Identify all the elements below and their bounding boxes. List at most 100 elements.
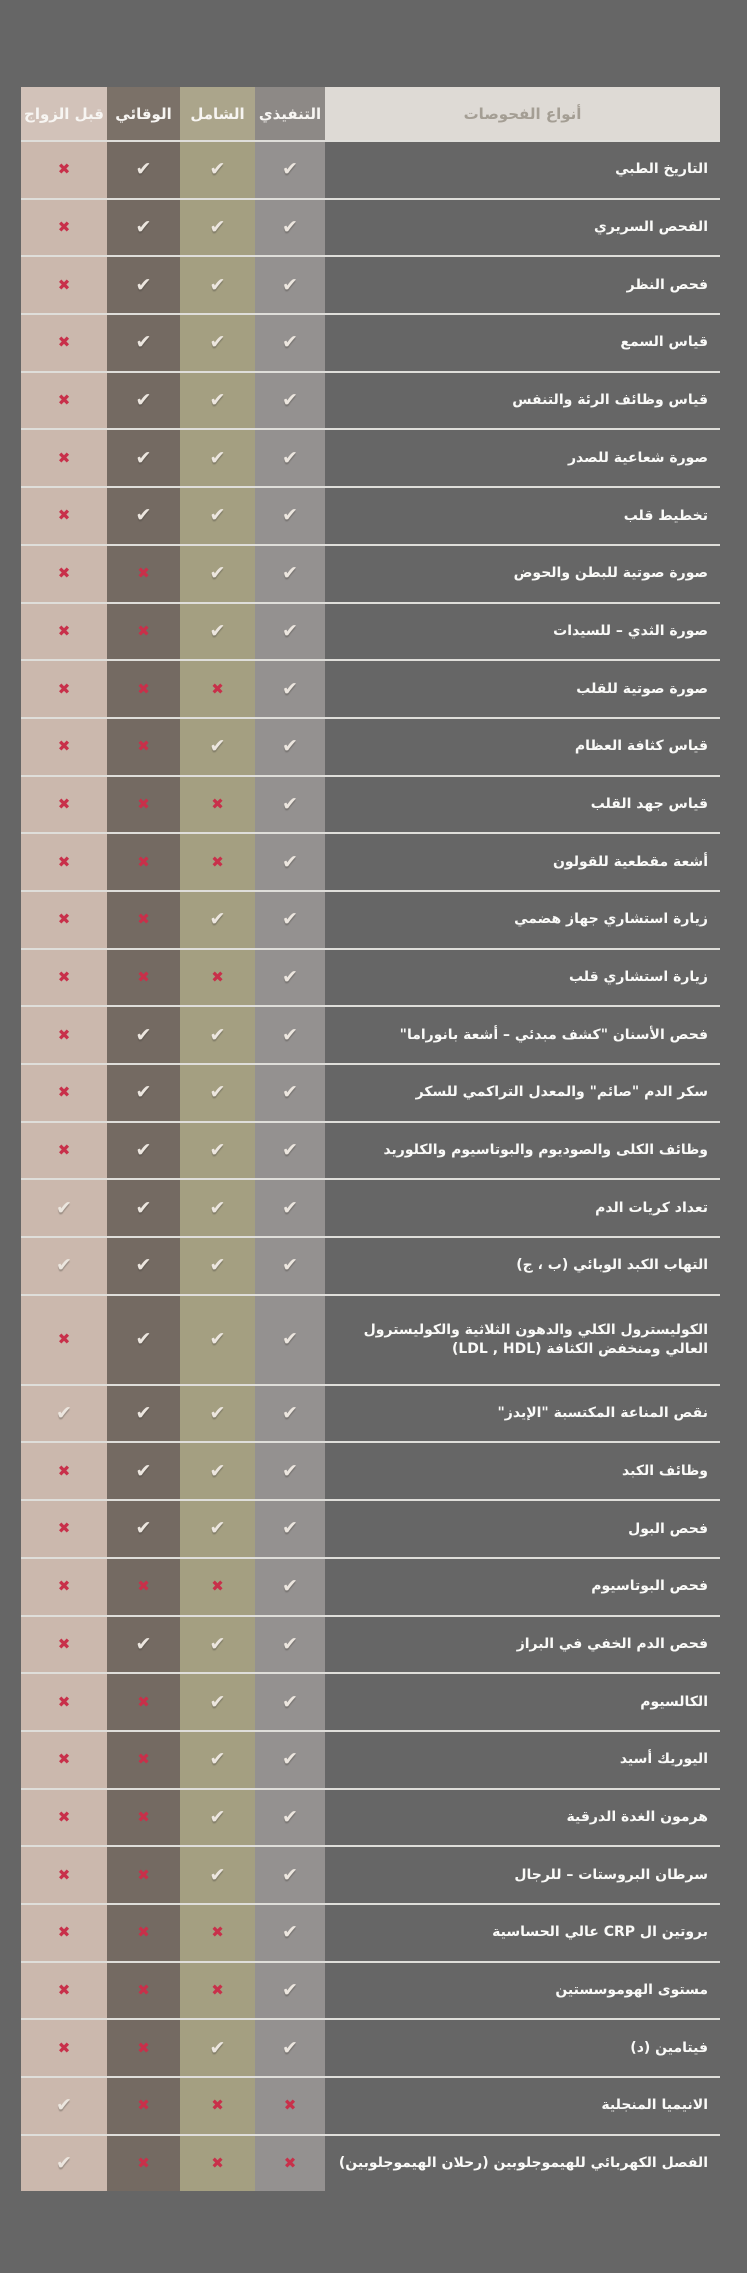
mark-cell-preventive: ✔ [107, 1443, 180, 1500]
x-icon: ✖ [57, 737, 71, 756]
x-icon: ✖ [137, 2154, 150, 2173]
check-icon: ✔ [135, 1328, 152, 1351]
x-icon: ✖ [137, 1980, 150, 1999]
mark-cell-preventive: ✖ [107, 603, 180, 660]
mark-cell-comprehensive: ✖ [180, 776, 255, 833]
mark-cell-executive: ✔ [255, 372, 325, 429]
mark-cell-pre_marriage: ✖ [21, 949, 107, 1006]
check-icon: ✔ [209, 1863, 226, 1886]
table-row: وظائف الكلى والصوديوم والبوتاسيوم والكلو… [21, 1120, 720, 1179]
mark-cell-executive: ✔ [255, 661, 325, 717]
test-name-cell: قياس وظائف الرئة والتنفس [325, 373, 720, 429]
mark-cell-comprehensive: ✔ [180, 603, 255, 660]
check-icon: ✔ [56, 1402, 72, 1425]
x-icon: ✖ [283, 2096, 297, 2115]
header-package-cell-preventive: الوقائي [107, 87, 180, 140]
check-icon: ✔ [135, 1081, 152, 1104]
check-icon: ✔ [282, 1254, 298, 1277]
test-name: صورة صوتية للقلب [576, 680, 708, 697]
check-icon: ✔ [135, 1402, 152, 1425]
mark-cell-comprehensive: ✔ [180, 2020, 255, 2076]
header-package-label: الوقائي [115, 104, 172, 123]
x-icon: ✖ [57, 333, 71, 352]
mark-cell-preventive: ✖ [107, 1962, 180, 2019]
mark-cell-comprehensive: ✔ [180, 372, 255, 429]
test-name-cell: اليوريك أسيد [325, 1732, 720, 1788]
check-icon: ✔ [209, 1748, 226, 1771]
check-icon: ✔ [209, 446, 226, 469]
mark-cell-comprehensive: ✔ [180, 257, 255, 314]
mark-cell-preventive: ✖ [107, 891, 180, 948]
x-icon: ✖ [137, 852, 150, 871]
mark-cell-executive: ✔ [255, 1238, 325, 1294]
table-row: مستوى الهوموسستين ✔ ✖ ✖ ✖ [21, 1960, 720, 2019]
check-icon: ✔ [209, 389, 226, 412]
check-icon: ✔ [209, 1805, 226, 1828]
check-icon: ✔ [135, 389, 152, 412]
mark-cell-preventive: ✖ [107, 834, 180, 890]
mark-cell-comprehensive: ✔ [180, 891, 255, 948]
check-icon: ✔ [282, 158, 298, 181]
mark-cell-comprehensive: ✖ [180, 1962, 255, 2019]
mark-cell-comprehensive: ✔ [180, 1007, 255, 1063]
mark-cell-executive: ✔ [255, 1904, 325, 1961]
x-icon: ✖ [137, 679, 150, 698]
table-row: هرمون الغدة الدرقية ✔ ✔ ✖ ✖ [21, 1787, 720, 1846]
mark-cell-pre_marriage: ✖ [21, 1558, 107, 1615]
table-row: التهاب الكبد الوبائي (ب ، ج) ✔ ✔ ✔ ✔ [21, 1236, 720, 1294]
mark-cell-comprehensive: ✔ [180, 1385, 255, 1442]
check-icon: ✔ [135, 158, 152, 181]
table-row: فحص النظر ✔ ✔ ✔ ✖ [21, 255, 720, 314]
mark-cell-preventive: ✔ [107, 1007, 180, 1063]
check-icon: ✔ [282, 677, 298, 700]
x-icon: ✖ [211, 794, 224, 813]
header-types-cell: أنواع الفحوصات [325, 87, 720, 140]
x-icon: ✖ [57, 1577, 71, 1596]
mark-cell-comprehensive: ✔ [180, 1122, 255, 1179]
test-name-cell: الكالسيوم [325, 1674, 720, 1730]
x-icon: ✖ [57, 794, 71, 813]
test-name: زيارة استشاري قلب [568, 969, 708, 986]
mark-cell-preventive: ✔ [107, 372, 180, 429]
table-row: فيتامين (د) ✔ ✔ ✖ ✖ [21, 2018, 720, 2076]
check-icon: ✔ [282, 1081, 298, 1104]
mark-cell-comprehensive: ✖ [180, 949, 255, 1006]
check-icon: ✔ [135, 216, 152, 239]
header-package-cell-comprehensive: الشامل [180, 87, 255, 140]
table-row: بروتين ال CRP عالي الحساسية ✔ ✖ ✖ ✖ [21, 1902, 720, 1961]
table-row: فحص البوتاسيوم ✔ ✖ ✖ ✖ [21, 1556, 720, 1615]
test-name: الفصل الكهربائي للهيموجلوبين (رحلان الهي… [338, 2155, 708, 2172]
table-row: زيارة استشاري قلب ✔ ✖ ✖ ✖ [21, 947, 720, 1006]
mark-cell-comprehensive: ✖ [180, 2135, 255, 2192]
table-row: تعداد كريات الدم ✔ ✔ ✔ ✔ [21, 1178, 720, 1237]
mark-cell-pre_marriage: ✔ [21, 2078, 107, 2134]
mark-cell-pre_marriage: ✖ [21, 1065, 107, 1121]
test-name: التاريخ الطبي [615, 161, 708, 178]
mark-cell-pre_marriage: ✖ [21, 1962, 107, 2019]
check-icon: ✔ [282, 1139, 298, 1162]
check-icon: ✔ [209, 2036, 226, 2059]
mark-cell-pre_marriage: ✔ [21, 2135, 107, 2192]
x-icon: ✖ [137, 2038, 150, 2057]
test-name: صورة صوتية للبطن والحوض [513, 565, 708, 582]
mark-cell-preventive: ✖ [107, 1847, 180, 1903]
test-name-cell: نقص المناعة المكتسبة "الإيدز" [325, 1386, 720, 1442]
mark-cell-pre_marriage: ✖ [21, 661, 107, 717]
check-icon: ✔ [209, 1196, 226, 1219]
mark-cell-pre_marriage: ✖ [21, 1789, 107, 1846]
table-row: أشعة مقطعية للقولون ✔ ✖ ✖ ✖ [21, 832, 720, 890]
test-name-cell: الانيميا المنجلية [325, 2078, 720, 2134]
test-name-cell: صورة شعاعية للصدر [325, 430, 720, 486]
mark-cell-comprehensive: ✔ [180, 430, 255, 487]
mark-cell-executive: ✔ [255, 545, 325, 602]
mark-cell-preventive: ✔ [107, 1238, 180, 1294]
mark-cell-preventive: ✖ [107, 1789, 180, 1846]
mark-cell-comprehensive: ✔ [180, 315, 255, 371]
x-icon: ✖ [137, 2096, 150, 2115]
mark-cell-pre_marriage: ✖ [21, 1501, 107, 1557]
x-icon: ✖ [137, 1750, 150, 1769]
mark-cell-comprehensive: ✖ [180, 661, 255, 717]
test-name-cell: هرمون الغدة الدرقية [325, 1790, 720, 1846]
check-icon: ✔ [282, 331, 298, 354]
table-row: فحص الأسنان "كشف مبدئي – أشعة بانوراما" ✔… [21, 1005, 720, 1063]
